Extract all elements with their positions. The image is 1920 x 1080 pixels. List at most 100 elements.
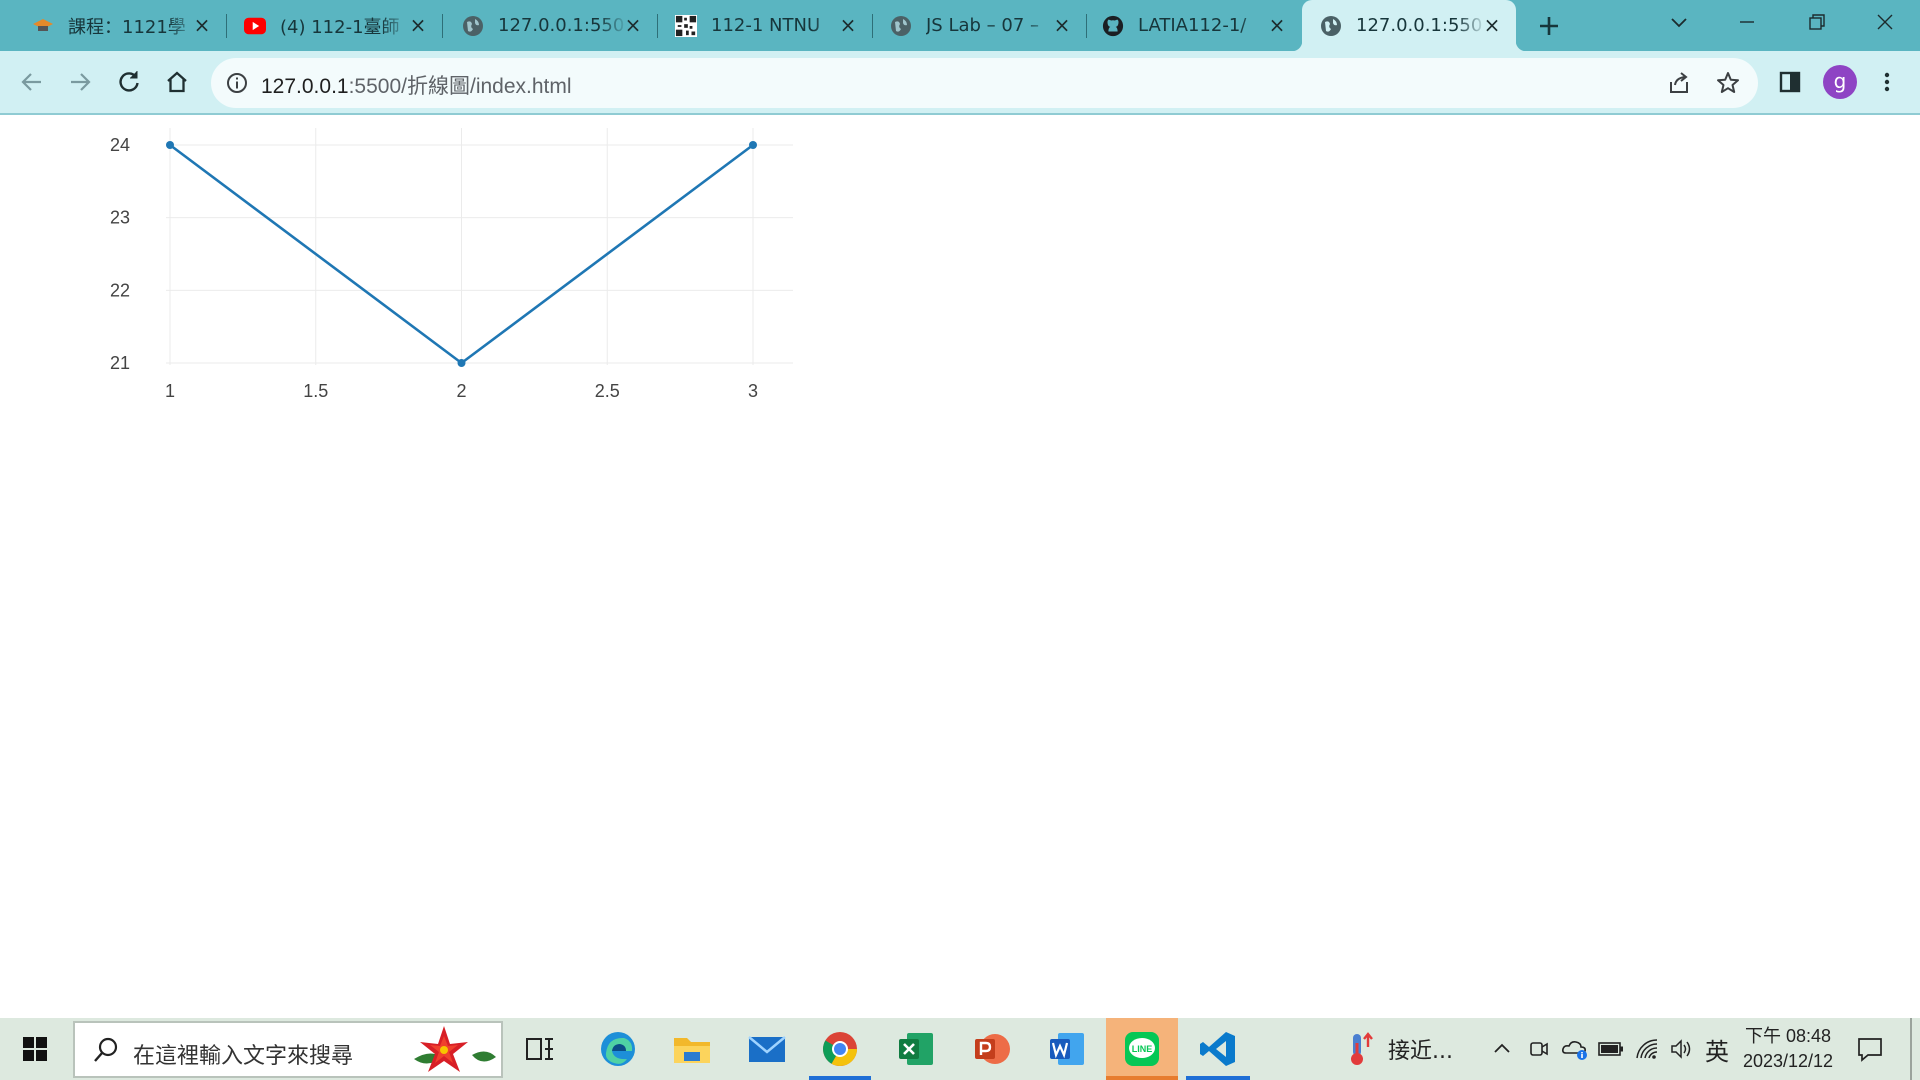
powerpoint-icon: [975, 1034, 1010, 1064]
back-button[interactable]: [15, 65, 49, 99]
taskbar-excel[interactable]: [884, 1018, 948, 1080]
taskbar-vscode[interactable]: [1186, 1018, 1250, 1080]
line-active-indicator: [1106, 1076, 1178, 1080]
globe-icon: [462, 15, 484, 37]
tab-separator: [442, 14, 443, 38]
browser-toolbar: 127.0.0.1:5500/折線圖/index.html g: [0, 51, 1920, 115]
address-bar[interactable]: 127.0.0.1:5500/折線圖/index.html: [211, 58, 1758, 108]
mail-icon: [748, 1036, 786, 1062]
data-point: [166, 141, 174, 149]
camera-icon: [1530, 1042, 1548, 1056]
taskbar-word[interactable]: [1035, 1018, 1099, 1080]
menu-button[interactable]: [1870, 65, 1904, 99]
tab-js-lab[interactable]: JS Lab – 07 – ×: [872, 0, 1086, 51]
taskbar-powerpoint[interactable]: [960, 1018, 1024, 1080]
y-tick-label: 22: [110, 280, 130, 300]
github-icon: [1102, 15, 1124, 37]
taskbar-edge[interactable]: [586, 1018, 650, 1080]
tab-localhost-active[interactable]: 127.0.0.1:550 ×: [1292, 0, 1526, 51]
taskbar-line[interactable]: LINE: [1106, 1018, 1178, 1080]
edge-icon: [601, 1032, 635, 1066]
qr-code-icon: [675, 14, 697, 37]
home-button[interactable]: [160, 65, 194, 99]
arrow-right-icon: [71, 73, 91, 91]
weather-widget[interactable]: 接近...: [1346, 1018, 1466, 1080]
wifi-icon: [1636, 1039, 1658, 1059]
minimize-button[interactable]: [1712, 0, 1782, 44]
y-tick-label: 21: [110, 353, 130, 373]
tab-separator: [872, 14, 873, 38]
task-view-button[interactable]: [510, 1018, 570, 1080]
tab-close-icon[interactable]: ×: [1483, 13, 1501, 37]
data-point: [749, 141, 757, 149]
arrow-left-icon: [21, 73, 41, 91]
taskbar-search-box[interactable]: 在這裡輸入文字來搜尋: [73, 1021, 503, 1078]
tray-meet-now[interactable]: [1524, 1018, 1554, 1080]
tab-separator: [226, 14, 227, 38]
url-text[interactable]: 127.0.0.1:5500/折線圖/index.html: [261, 70, 572, 100]
kebab-menu-icon: [1884, 72, 1890, 92]
taskbar-file-explorer[interactable]: [660, 1018, 724, 1080]
tab-close-icon[interactable]: ×: [409, 13, 427, 37]
home-icon: [167, 71, 187, 93]
tab-ntnu[interactable]: 112-1 NTNU ×: [657, 0, 872, 51]
ime-indicator: 英: [1705, 1037, 1729, 1066]
plus-icon: [1540, 17, 1558, 35]
new-tab-button[interactable]: [1533, 10, 1565, 42]
cloud-icon: [1562, 1041, 1587, 1060]
y-tick-label: 24: [110, 135, 130, 155]
taskbar-chrome[interactable]: [807, 1018, 873, 1080]
share-icon[interactable]: [1667, 70, 1693, 96]
tab-moodle-course[interactable]: 課程：1121學 ×: [0, 0, 226, 51]
tab-close-icon[interactable]: ×: [624, 13, 642, 37]
word-icon: [1050, 1033, 1084, 1065]
start-button[interactable]: [0, 1018, 70, 1080]
restore-button[interactable]: [1782, 0, 1852, 44]
tray-battery[interactable]: [1596, 1018, 1626, 1080]
close-window-button[interactable]: [1850, 0, 1920, 44]
x-tick-label: 2.5: [595, 381, 620, 401]
side-panel-button[interactable]: [1773, 65, 1807, 99]
clock-date: 2023/12/12: [1742, 1051, 1834, 1071]
taskbar-clock[interactable]: 下午 08:48 2023/12/12: [1738, 1024, 1838, 1074]
notification-center-button[interactable]: [1848, 1018, 1892, 1080]
url-path: :5500/折線圖/index.html: [348, 75, 572, 98]
weather-text: 接近...: [1388, 1039, 1453, 1064]
tab-strip: 課程：1121學 × (4) 112-1臺師 × 127.0.0.1:550 ×…: [0, 0, 1920, 51]
tray-wifi[interactable]: [1632, 1018, 1662, 1080]
x-tick-label: 1: [165, 381, 175, 401]
chrome-icon: [823, 1032, 857, 1066]
tab-title: JS Lab – 07 –: [926, 15, 1040, 36]
tab-search-button[interactable]: [1644, 0, 1714, 44]
tray-onedrive[interactable]: [1558, 1018, 1592, 1080]
reload-icon: [119, 71, 139, 92]
reload-button[interactable]: [112, 65, 146, 99]
speaker-icon: [1671, 1039, 1691, 1059]
line-app-icon: LINE: [1125, 1032, 1159, 1066]
profile-avatar[interactable]: g: [1823, 65, 1857, 99]
restore-icon: [1809, 14, 1825, 30]
tray-volume[interactable]: [1666, 1018, 1696, 1080]
tab-close-icon[interactable]: ×: [1268, 13, 1286, 37]
tab-close-icon[interactable]: ×: [839, 13, 857, 37]
info-icon[interactable]: [225, 71, 249, 95]
tab-title: LATIA112-1/: [1138, 15, 1247, 36]
show-desktop-divider[interactable]: [1910, 1018, 1912, 1080]
excel-icon: [899, 1033, 933, 1065]
show-hidden-icons[interactable]: [1488, 1018, 1516, 1080]
minimize-icon: [1740, 21, 1754, 23]
side-panel-icon: [1779, 71, 1801, 93]
tab-youtube[interactable]: (4) 112-1臺師 ×: [226, 0, 442, 51]
tray-ime[interactable]: 英: [1700, 1018, 1734, 1080]
bookmark-star-icon[interactable]: [1715, 70, 1741, 96]
taskbar-mail[interactable]: [735, 1018, 799, 1080]
tab-title: 127.0.0.1:550: [498, 15, 625, 36]
tab-close-icon[interactable]: ×: [193, 13, 211, 37]
youtube-icon: [244, 15, 266, 37]
forward-button[interactable]: [63, 65, 97, 99]
globe-icon: [890, 15, 912, 37]
tab-github[interactable]: LATIA112-1/ ×: [1086, 0, 1301, 51]
tab-close-icon[interactable]: ×: [1053, 13, 1071, 37]
search-placeholder: 在這裡輸入文字來搜尋: [133, 1044, 354, 1069]
tab-localhost-1[interactable]: 127.0.0.1:550 ×: [442, 0, 657, 51]
